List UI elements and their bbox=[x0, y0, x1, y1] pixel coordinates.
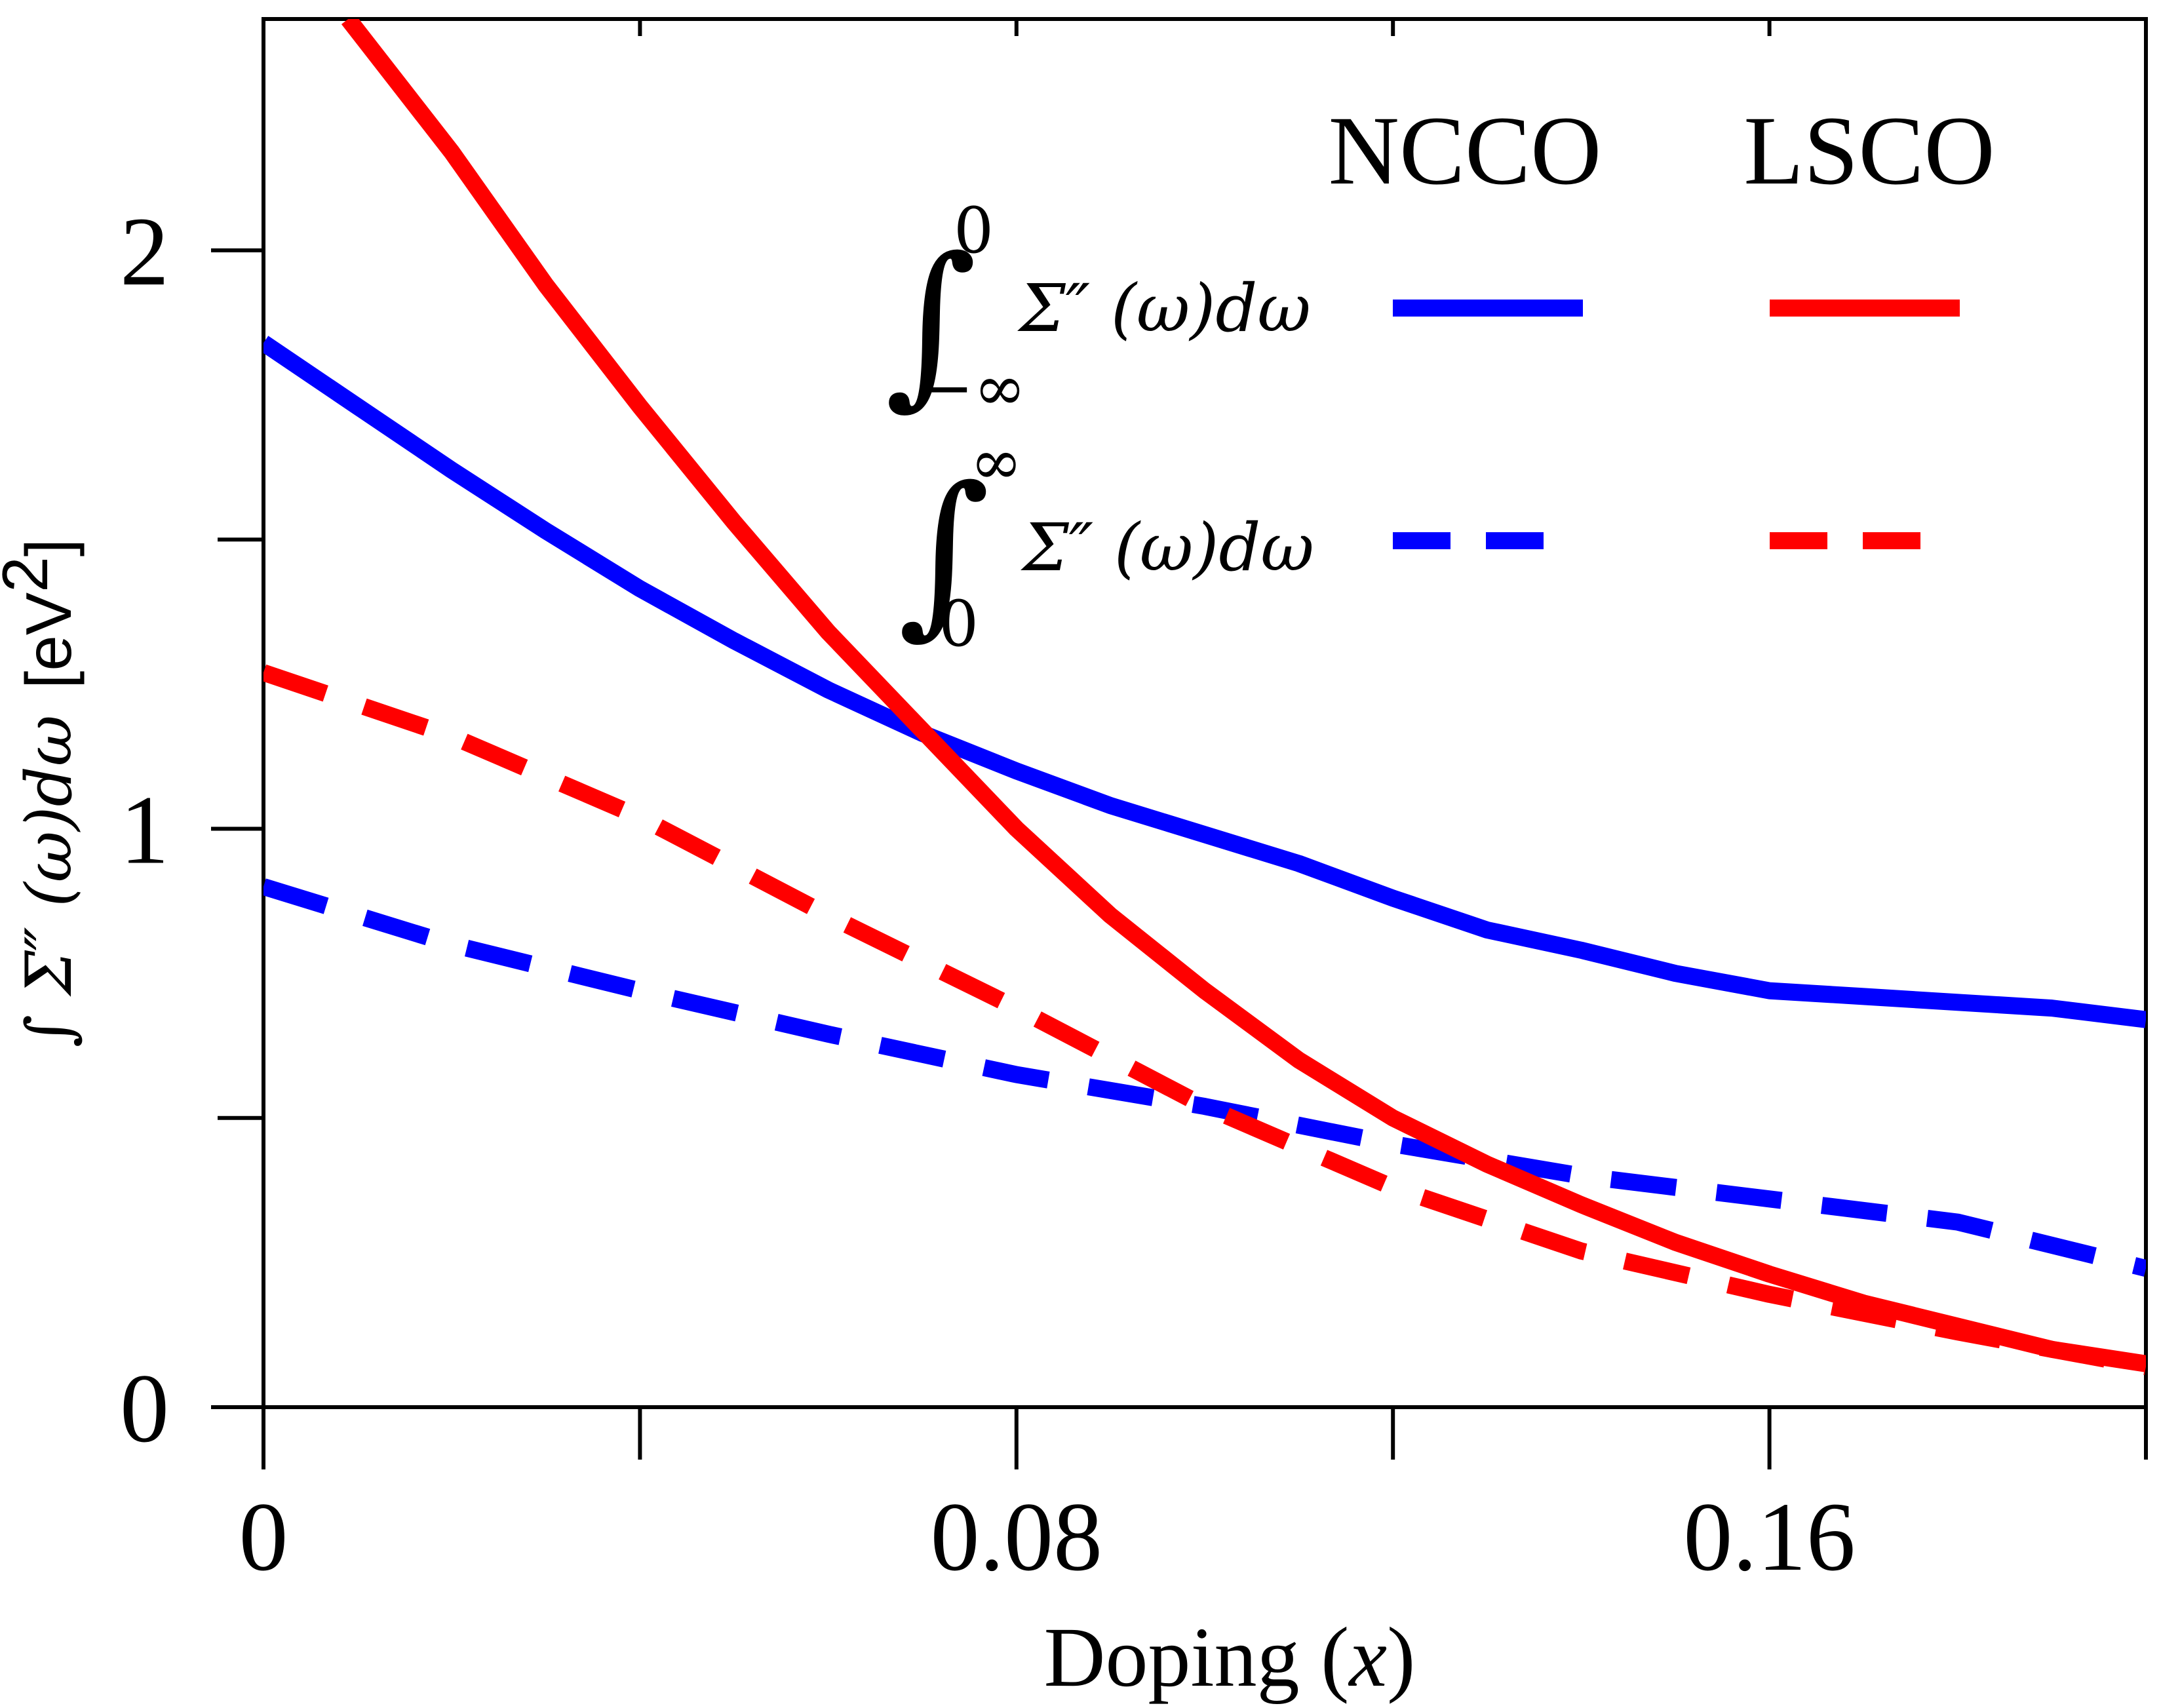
legend-row2-integral-sign: ∫ bbox=[898, 448, 990, 655]
legend-header-lsco: LSCO bbox=[1743, 96, 1995, 205]
legend-row2-expression: Σ″ (ω)dω bbox=[1021, 509, 1314, 586]
x-axis-title: Doping (x) bbox=[1044, 1610, 1416, 1705]
series-ncco-solid bbox=[263, 336, 2146, 1028]
legend-row1-integral-sign: ∫ bbox=[885, 219, 977, 425]
y-axis-title: ∫ Σ″ (ω)dω [eV2] bbox=[0, 539, 86, 1047]
y-axis-title-unit: [eV bbox=[12, 592, 85, 689]
axis-tick-labels: 0 0.08 0.16 0 1 2 bbox=[120, 197, 1856, 1591]
legend-row1-expression: Σ″ (ω)dω bbox=[1017, 270, 1311, 347]
y-tick-label: 2 bbox=[120, 197, 169, 306]
y-axis-title-unit-sup: 2 bbox=[0, 556, 61, 592]
legend-row2-upper-limit: ∞ bbox=[970, 425, 1022, 499]
series-lsco-solid bbox=[341, 19, 2146, 1372]
legend-row1-lower-limit: −∞ bbox=[921, 351, 1026, 425]
series-ncco-dashed bbox=[263, 878, 2146, 1277]
x-axis-title-close: ) bbox=[1387, 1610, 1415, 1705]
series-lsco-dashed bbox=[263, 664, 2146, 1375]
y-tick-label: 1 bbox=[120, 776, 169, 885]
y-axis-title-expr: Σ″ (ω)dω bbox=[12, 715, 86, 997]
x-tick-label: 0.08 bbox=[931, 1483, 1103, 1591]
x-tick-label: 0.16 bbox=[1683, 1483, 1856, 1591]
y-axis-title-unit-close: ] bbox=[12, 539, 85, 556]
y-tick-label: 0 bbox=[120, 1354, 169, 1463]
legend-header-ncco: NCCO bbox=[1329, 96, 1602, 205]
legend-row1-upper-limit: 0 bbox=[954, 194, 994, 267]
y-axis-title-integral: ∫ bbox=[12, 1015, 86, 1047]
axis-ticks bbox=[211, 19, 2148, 1469]
x-tick-label: 0 bbox=[239, 1483, 288, 1591]
legend-row2-lower-limit: 0 bbox=[939, 587, 979, 661]
x-axis-title-var: x bbox=[1348, 1610, 1387, 1705]
plot-frame bbox=[262, 17, 2148, 1409]
x-axis-title-text: Doping ( bbox=[1044, 1610, 1350, 1705]
legend: NCCO LSCO ∫ 0 −∞ Σ″ (ω)dω ∫ ∞ 0 Σ″ (ω)dω bbox=[885, 96, 1995, 661]
series-lines bbox=[263, 19, 2146, 1375]
